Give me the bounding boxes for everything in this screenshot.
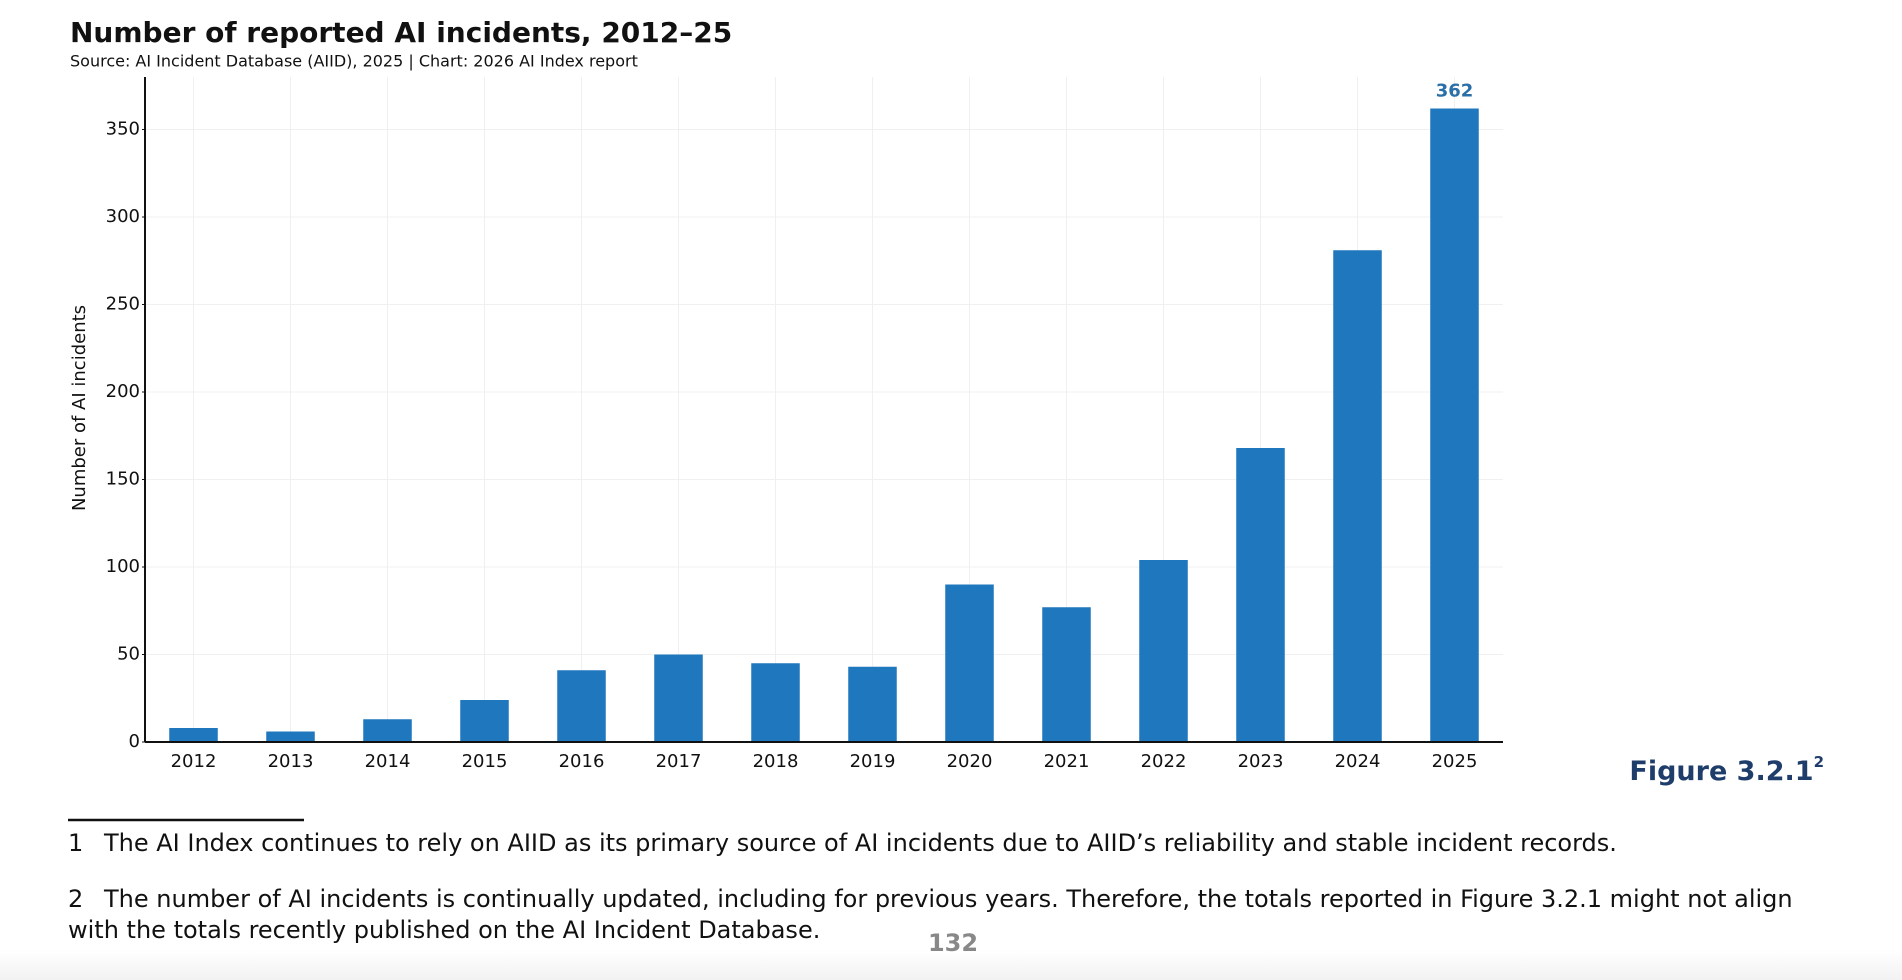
bar — [557, 670, 606, 742]
x-tick-label: 2025 — [1432, 751, 1478, 772]
y-tick-label: 350 — [106, 119, 140, 140]
footnote: 1 The AI Index continues to rely on AIID … — [68, 828, 1828, 859]
y-axis-label: Number of AI incidents — [69, 305, 90, 511]
x-tick-label: 2019 — [850, 751, 896, 772]
x-tick-label: 2022 — [1141, 751, 1187, 772]
bar — [654, 654, 703, 742]
x-tick-label: 2013 — [268, 751, 314, 772]
y-tick-label: 0 — [129, 731, 140, 752]
bar — [1333, 250, 1382, 742]
figure-label-sup: 2 — [1814, 753, 1824, 771]
bar — [1042, 607, 1091, 742]
bar — [1236, 448, 1285, 742]
y-tick-label: 50 — [117, 644, 140, 665]
x-tick-label: 2020 — [947, 751, 993, 772]
bar — [363, 719, 412, 742]
x-tick-label: 2018 — [753, 751, 799, 772]
x-tick-label: 2012 — [171, 751, 217, 772]
x-tick-label: 2017 — [656, 751, 702, 772]
bar — [848, 666, 897, 742]
y-tick-label: 250 — [106, 294, 140, 315]
footnote-text: The AI Index continues to rely on AIID a… — [104, 829, 1617, 857]
chart-title: Number of reported AI incidents, 2012–25 — [70, 16, 732, 49]
x-tick-label: 2021 — [1044, 751, 1090, 772]
bar — [1139, 560, 1188, 742]
x-tick-label: 2015 — [462, 751, 508, 772]
y-tick-label: 300 — [106, 206, 140, 227]
x-tick-label: 2024 — [1335, 751, 1381, 772]
footnote-number: 2 — [68, 885, 84, 913]
bar — [1430, 108, 1479, 742]
x-tick-label: 2023 — [1238, 751, 1284, 772]
footnote: 2 The number of AI incidents is continual… — [68, 884, 1828, 946]
footnote-number: 1 — [68, 829, 84, 857]
chart-subtitle: Source: AI Incident Database (AIID), 202… — [70, 52, 638, 71]
bar — [945, 584, 994, 742]
x-tick-label: 2014 — [365, 751, 411, 772]
value-label: 362 — [1436, 81, 1474, 102]
figure-label: Figure 3.2.12 — [1629, 753, 1824, 787]
y-tick-label: 200 — [106, 381, 140, 402]
page-number: 132 — [928, 929, 978, 957]
figure-label-text: Figure 3.2.1 — [1629, 756, 1813, 787]
bar — [266, 731, 315, 742]
y-tick-label: 150 — [106, 469, 140, 490]
bar — [169, 728, 218, 742]
bar — [460, 700, 509, 742]
footnote-text: The number of AI incidents is continuall… — [68, 885, 1793, 944]
x-tick-label: 2016 — [559, 751, 605, 772]
y-tick-label: 100 — [106, 556, 140, 577]
bar — [751, 663, 800, 742]
